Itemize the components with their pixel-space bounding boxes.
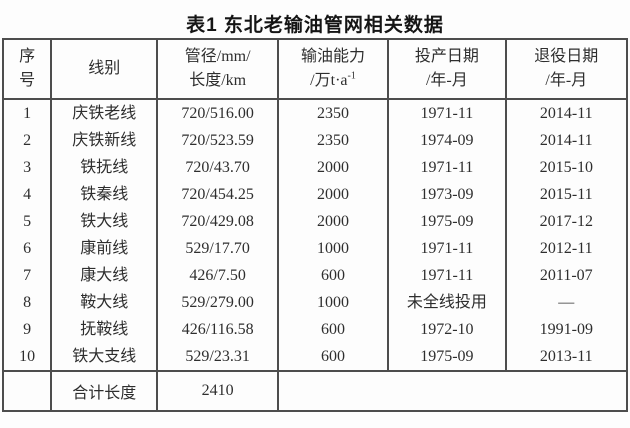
cell-no: 2 — [1, 127, 53, 154]
cell-line: 庆铁新线 — [50, 127, 159, 154]
summary-label: 合计长度 — [50, 370, 159, 411]
cell-spec: 426/7.50 — [156, 262, 279, 289]
cell-cap: 600 — [276, 343, 390, 371]
cell-ret: 2015-11 — [504, 181, 629, 208]
table-row: 1 庆铁老线 720/516.00 2350 1971-11 2014-11 — [1, 99, 629, 127]
cell-cap: 600 — [276, 262, 390, 289]
cell-cap: 2000 — [276, 208, 390, 235]
table-row: 9 抚鞍线 426/116.58 600 1972-10 1991-09 — [1, 316, 629, 343]
cell-ret: 2011-07 — [504, 262, 629, 289]
cell-spec: 720/516.00 — [156, 99, 279, 127]
table-row: 4 铁秦线 720/454.25 2000 1973-09 2015-11 — [1, 181, 629, 208]
table-header: 序号线别 管径/mm/长度/km 输油能力/万t·a-1 投产日期/年-月 退役日期/年… — [1, 39, 629, 100]
cell-cap: 1000 — [276, 235, 390, 262]
cell-no: 7 — [1, 262, 53, 289]
cell-cap: 2350 — [276, 99, 390, 127]
cell-comm: 1975-09 — [387, 208, 507, 235]
cell-no: 8 — [1, 289, 53, 316]
table-row: 5 铁大线 720/429.08 2000 1975-09 2017-12 — [1, 208, 629, 235]
cell-comm: 1971-11 — [387, 235, 507, 262]
cell-cap: 2000 — [276, 154, 390, 181]
cell-cap: 2350 — [276, 127, 390, 154]
cell-cap: 600 — [276, 316, 390, 343]
cell-spec: 529/23.31 — [156, 343, 279, 371]
summary-total-length: 2410 — [156, 370, 279, 411]
cell-no: 1 — [1, 99, 53, 127]
cell-no: 10 — [1, 343, 53, 371]
cell-comm: 未全线投用 — [387, 289, 507, 316]
cell-line: 铁大线 — [50, 208, 159, 235]
cell-ret: — — [504, 289, 629, 316]
cell-spec: 426/116.58 — [156, 316, 279, 343]
cell-comm: 1972-10 — [387, 316, 507, 343]
cell-no: 9 — [1, 316, 53, 343]
cell-spec: 720/43.70 — [156, 154, 279, 181]
table-caption: 表1 东北老输油管网相关数据 — [186, 15, 444, 36]
cell-no: 4 — [1, 181, 53, 208]
column-header-cap: 输油能力/万t·a-1 — [276, 39, 390, 100]
table-row: 8 鞍大线 529/279.00 1000 未全线投用 — — [1, 289, 629, 316]
header-row: 序号线别 管径/mm/长度/km 输油能力/万t·a-1 投产日期/年-月 退役日期/年… — [1, 39, 629, 100]
cell-line: 康大线 — [50, 262, 159, 289]
cell-line: 鞍大线 — [50, 289, 159, 316]
table-row: 2 庆铁新线 720/523.59 2350 1974-09 2014-11 — [1, 127, 629, 154]
cell-line: 铁大支线 — [50, 343, 159, 371]
cell-spec: 720/523.59 — [156, 127, 279, 154]
cell-no: 3 — [1, 154, 53, 181]
cell-ret: 2014-11 — [504, 99, 629, 127]
cell-spec: 720/454.25 — [156, 181, 279, 208]
cell-line: 铁秦线 — [50, 181, 159, 208]
cell-line: 铁抚线 — [50, 154, 159, 181]
cell-ret: 2014-11 — [504, 127, 629, 154]
table-body: 1 庆铁老线 720/516.00 2350 1971-11 2014-11 2 庆铁新线 72… — [1, 99, 629, 371]
column-header-no: 序号 — [1, 39, 53, 100]
cell-line: 康前线 — [50, 235, 159, 262]
cell-comm: 1971-11 — [387, 99, 507, 127]
cell-no: 5 — [1, 208, 53, 235]
pipeline-data-table: 序号线别 管径/mm/长度/km 输油能力/万t·a-1 投产日期/年-月 退役日期/年… — [1, 38, 629, 412]
cell-line: 庆铁老线 — [50, 99, 159, 127]
column-header-comm: 投产日期/年-月 — [387, 39, 507, 100]
table-row: 3 铁抚线 720/43.70 2000 1971-11 2015-10 — [1, 154, 629, 181]
column-header-ret: 退役日期/年-月 — [504, 39, 629, 100]
cell-comm: 1975-09 — [387, 343, 507, 371]
cell-ret: 2013-11 — [504, 343, 629, 371]
cell-line: 抚鞍线 — [50, 316, 159, 343]
summary-row: 合计长度 2410 — [1, 370, 629, 411]
cell-comm: 1971-11 — [387, 262, 507, 289]
cell-comm: 1973-09 — [387, 181, 507, 208]
cell-spec: 529/279.00 — [156, 289, 279, 316]
cell-comm: 1971-11 — [387, 154, 507, 181]
cell-spec: 720/429.08 — [156, 208, 279, 235]
table-row: 6 康前线 529/17.70 1000 1971-11 2012-11 — [1, 235, 629, 262]
cell-ret: 2015-10 — [504, 154, 629, 181]
table-row: 10 铁大支线 529/23.31 600 1975-09 2013-11 — [1, 343, 629, 371]
column-header-spec: 管径/mm/长度/km — [156, 39, 279, 100]
cell-comm: 1974-09 — [387, 127, 507, 154]
table-footer: 合计长度 2410 — [1, 370, 629, 411]
cell-ret: 2012-11 — [504, 235, 629, 262]
cell-cap: 2000 — [276, 181, 390, 208]
column-header-line: 线别 — [50, 39, 159, 100]
summary-rest-cell — [276, 370, 629, 411]
cell-ret: 2017-12 — [504, 208, 629, 235]
summary-empty-index-cell — [1, 370, 53, 411]
cell-cap: 1000 — [276, 289, 390, 316]
table-row: 7 康大线 426/7.50 600 1971-11 2011-07 — [1, 262, 629, 289]
cell-spec: 529/17.70 — [156, 235, 279, 262]
cell-ret: 1991-09 — [504, 316, 629, 343]
cell-no: 6 — [1, 235, 53, 262]
